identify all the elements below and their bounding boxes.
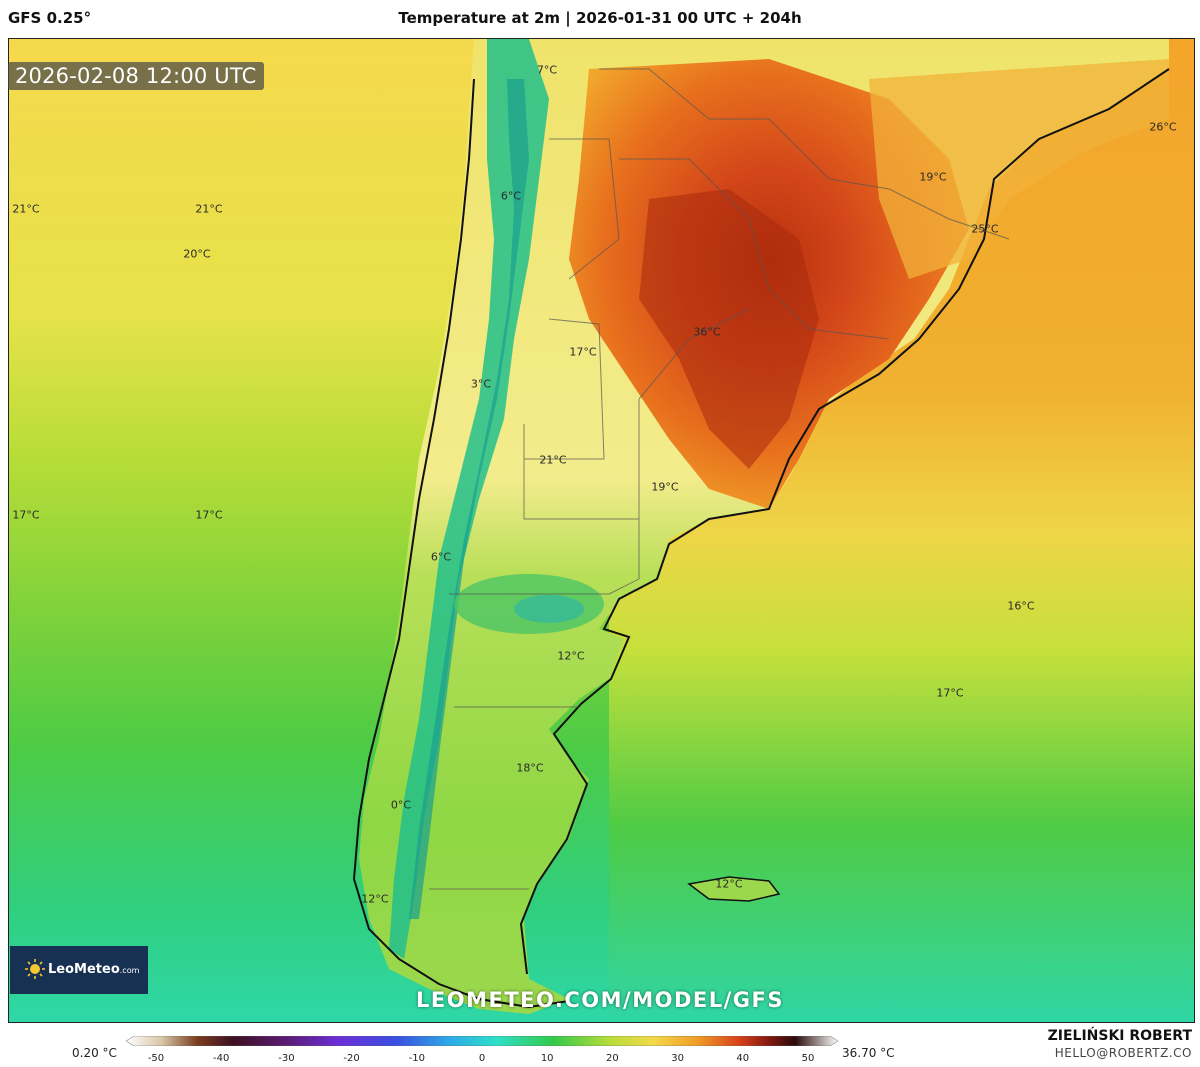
colorbar-tick: -40 <box>213 1053 230 1064</box>
colorbar-tick: 20 <box>606 1053 619 1064</box>
borders <box>429 68 1010 890</box>
leometeo-logo[interactable]: LeoMeteo.com <box>10 946 148 994</box>
falkland-islands <box>687 876 781 902</box>
atlantic-ocean <box>609 39 1194 1022</box>
temperature-map[interactable]: 7°C 26°C 19°C 25°C 21°C 21°C 20°C 6°C 17… <box>8 38 1195 1023</box>
author-email[interactable]: HELLO@ROBERTZ.CO <box>1054 1046 1192 1060</box>
colorbar-tick: 40 <box>736 1053 750 1064</box>
sun-icon <box>25 959 45 979</box>
colorbar-tick: 30 <box>671 1053 684 1064</box>
temp-label: 21°C <box>12 202 40 216</box>
temp-label: 12°C <box>715 877 743 891</box>
colorbar-max-label: 36.70 °C <box>842 1046 895 1060</box>
brazil-warm <box>869 59 1169 279</box>
temp-label: 12°C <box>361 892 389 906</box>
temp-label: 19°C <box>651 480 679 494</box>
temp-label: 12°C <box>557 649 585 663</box>
temp-label: 3°C <box>470 377 492 391</box>
south-america-land <box>359 39 1169 1014</box>
colorbar-tick: 50 <box>801 1053 815 1064</box>
temp-label: 21°C <box>195 202 223 216</box>
colorbar-tick: 10 <box>540 1053 554 1064</box>
heat-core <box>639 189 819 469</box>
temp-label: 17°C <box>12 508 40 522</box>
atlantic-coastline <box>519 68 1170 975</box>
temp-label: 25°C <box>971 222 999 236</box>
andes-peaks <box>409 79 529 919</box>
temp-label: 0°C <box>390 798 412 812</box>
temp-label: 17°C <box>569 345 597 359</box>
model-name: GFS 0.25° <box>8 9 92 27</box>
colorbar-tick: -50 <box>147 1053 165 1064</box>
temp-label: 17°C <box>936 686 964 700</box>
temp-label: 20°C <box>183 247 211 261</box>
temp-label: 6°C <box>500 189 522 203</box>
site-watermark: LEOMETEO.COM/MODEL/GFS <box>416 988 784 1012</box>
author-credit: ZIELIŃSKI ROBERT <box>1047 1028 1192 1044</box>
pacific-coastline <box>352 78 570 1009</box>
colorbar-tick: -20 <box>343 1053 360 1064</box>
valid-time-badge: 2026-02-08 12:00 UTC <box>8 62 264 90</box>
logo-text: LeoMeteo.com <box>48 962 140 977</box>
map-title: Temperature at 2m | 2026-01-31 00 UTC + … <box>398 9 802 27</box>
andes-ridge <box>389 39 549 959</box>
colorbar-min-label: 0.20 °C <box>72 1046 117 1060</box>
map-canvas <box>9 39 1194 1022</box>
temp-label: 36°C <box>693 325 721 339</box>
colorbar-tick: -30 <box>278 1053 295 1064</box>
temp-label: 16°C <box>1007 599 1035 613</box>
colorbar-ticks: -50 -40 -30 -20 -10 0 10 20 30 40 50 <box>126 1053 838 1067</box>
colorbar-tick: -10 <box>408 1053 425 1064</box>
temp-label: 19°C <box>919 170 947 184</box>
patagonia-cold <box>514 595 584 623</box>
temp-label: 17°C <box>195 508 223 522</box>
temp-label: 26°C <box>1149 120 1177 134</box>
temp-label: 21°C <box>539 453 567 467</box>
temp-label: 7°C <box>536 63 558 77</box>
temp-label: 18°C <box>516 761 544 775</box>
colorbar <box>126 1036 838 1046</box>
temp-label: 6°C <box>430 550 452 564</box>
colorbar-tick: 0 <box>478 1053 486 1064</box>
